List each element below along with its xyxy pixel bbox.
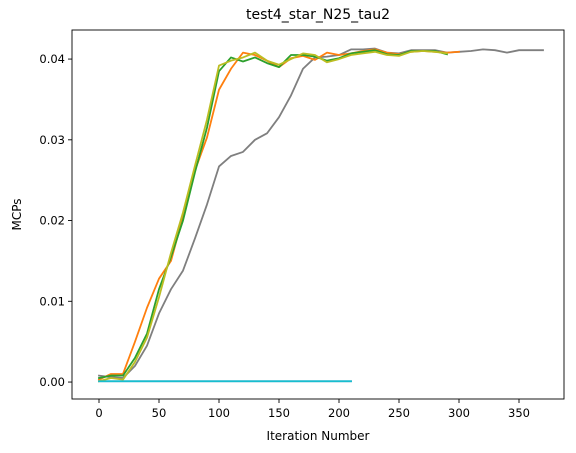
x-tick-label: 50: [152, 406, 167, 420]
y-tick-label: 0.01: [39, 294, 65, 308]
series-layer: [97, 47, 544, 383]
x-axis-ticks: 0 50 100 150 200 250 300 350: [95, 399, 530, 420]
plot-frame: [71, 29, 565, 400]
x-tick-label: 350: [508, 406, 530, 420]
x-tick-label: 300: [448, 406, 470, 420]
y-axis-ticks: 0.00 0.01 0.02 0.03 0.04: [39, 52, 72, 389]
y-tick-label: 0.03: [39, 133, 65, 147]
x-axis-title: Iteration Number: [267, 429, 370, 443]
x-tick-label: 250: [388, 406, 410, 420]
y-tick-label: 0.04: [39, 52, 65, 66]
series-line-5: [97, 50, 449, 383]
x-tick-label: 0: [95, 406, 102, 420]
x-tick-label: 150: [268, 406, 290, 420]
x-tick-label: 200: [328, 406, 350, 420]
chart-title: test4_star_N25_tau2: [246, 7, 390, 23]
x-tick-label: 100: [208, 406, 230, 420]
y-tick-label: 0.00: [39, 375, 65, 389]
y-tick-label: 0.02: [39, 214, 65, 228]
y-axis-title: MCPs: [10, 198, 24, 230]
